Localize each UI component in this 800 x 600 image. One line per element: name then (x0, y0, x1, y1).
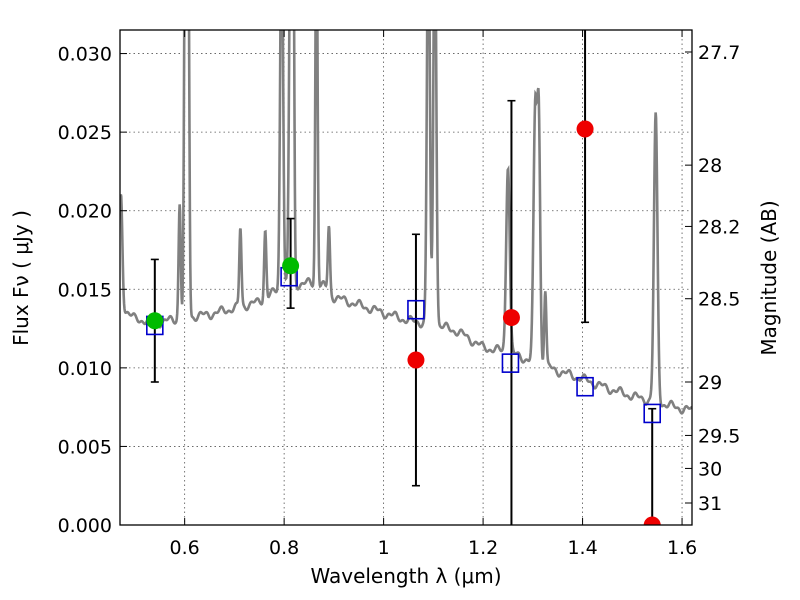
detection-marker (146, 312, 164, 330)
x-tick-label: 1.2 (468, 537, 498, 559)
right-tick-label: 28 (698, 155, 722, 177)
spectrum-layer (120, 30, 692, 415)
right-tick-label: 31 (698, 493, 722, 515)
y-axis-title: Flux Fν ( μJy ) (9, 210, 33, 346)
right-tick-label: 28.2 (698, 216, 740, 238)
y-tick-label: 0.025 (58, 122, 112, 144)
upper-limit-marker (407, 351, 425, 369)
model-square-marker (643, 403, 662, 424)
model-square-marker (501, 353, 520, 373)
grid (120, 30, 692, 525)
x-tick-label: 1 (378, 537, 390, 559)
upper-limit-marker (576, 120, 594, 138)
upper-limit-marker (643, 516, 661, 525)
right-tick-label: 29 (698, 372, 722, 394)
right-tick-label: 30 (698, 458, 722, 480)
spectrum-line (120, 30, 692, 415)
x-tick-label: 1.4 (567, 537, 597, 559)
x-tick-label: 0.6 (170, 537, 200, 559)
x-axis-title: Wavelength λ (μm) (310, 564, 501, 588)
model-square-marker (407, 299, 425, 320)
model-square-marker (576, 376, 594, 397)
right-axis-title: Magnitude (AB) (757, 200, 781, 355)
errorbar-layer (150, 30, 657, 525)
right-tick-label: 29.5 (698, 425, 740, 447)
plot-frame (119, 29, 693, 526)
tick-label-layer: 0.6 0.8 1 1.2 1.4 1.6 0.000 0.005 0.010 0.015 0.02… (58, 42, 741, 559)
y-tick-label: 0.030 (58, 44, 112, 66)
y-tick-label: 0.005 (58, 436, 112, 458)
y-tick-label: 0.000 (58, 515, 112, 537)
tick-layer (120, 30, 692, 526)
marker-layer (146, 120, 662, 525)
detection-marker (282, 257, 300, 275)
x-tick-label: 0.8 (269, 537, 299, 559)
y-tick-label: 0.010 (58, 358, 112, 380)
y-tick-label: 0.015 (58, 279, 112, 301)
x-tick-label: 1.6 (667, 537, 697, 559)
y-tick-label: 0.020 (58, 201, 112, 223)
right-tick-label: 27.7 (698, 42, 740, 64)
right-tick-label: 28.5 (698, 289, 740, 311)
upper-limit-marker (502, 309, 520, 327)
